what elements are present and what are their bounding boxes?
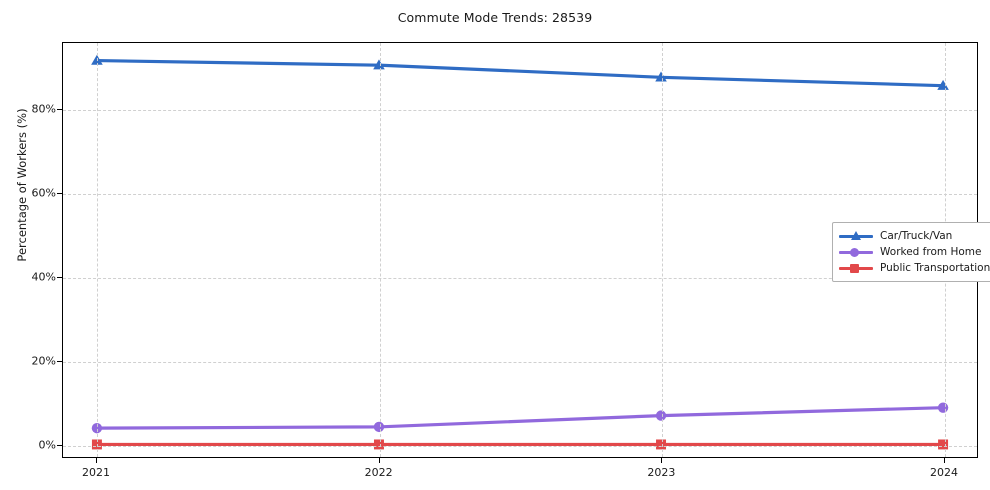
- y-axis-tick-label: 80%: [31, 102, 56, 116]
- x-axis-tick-mark: [378, 458, 380, 463]
- series-1: [91, 54, 949, 90]
- data-point-marker: [91, 439, 102, 450]
- x-axis-tick-label: 2021: [82, 466, 110, 479]
- gridline-horizontal: [63, 194, 977, 196]
- series-lines-layer: [91, 54, 949, 450]
- legend-item-1[interactable]: Car/Truck/Van: [839, 228, 990, 244]
- legend-label: Car/Truck/Van: [880, 230, 953, 242]
- y-axis-tick-label: 20%: [31, 354, 56, 368]
- data-point-marker: [655, 410, 667, 421]
- gridline-vertical: [97, 43, 98, 457]
- data-point-marker: [655, 71, 667, 82]
- y-axis-tick-mark: [57, 445, 62, 447]
- data-point-marker: [656, 439, 667, 450]
- gridline-horizontal: [63, 110, 977, 112]
- legend-item-2[interactable]: Worked from Home: [839, 244, 990, 260]
- data-point-marker: [91, 422, 103, 434]
- series-line: [95, 58, 945, 88]
- y-axis-tick-label: 0%: [38, 438, 56, 452]
- x-axis-tick-mark: [944, 458, 945, 463]
- legend-swatch-circle-icon: [839, 245, 873, 259]
- y-axis-tick-label: 40%: [31, 270, 56, 284]
- x-axis-tick-label: 2024: [930, 466, 958, 479]
- gridline-horizontal: [63, 446, 977, 448]
- data-point-marker: [937, 402, 949, 413]
- y-axis-tick-mark: [57, 361, 62, 363]
- y-axis-tick-label: 60%: [31, 186, 56, 200]
- data-point-marker: [938, 439, 949, 450]
- gridline-horizontal: [63, 362, 977, 364]
- legend-item-3[interactable]: Public Transportation: [839, 260, 990, 276]
- gridline-vertical: [662, 43, 664, 457]
- series-2: [91, 402, 949, 434]
- legend-swatch-square-icon: [839, 261, 873, 275]
- series-3: [91, 439, 949, 450]
- data-point-marker: [373, 59, 385, 70]
- data-point-marker: [373, 439, 384, 450]
- legend-label: Public Transportation: [880, 262, 990, 274]
- plot-area: [62, 42, 978, 458]
- y-axis-tick-marks: [56, 42, 62, 458]
- chart-title: Commute Mode Trends: 28539: [397, 10, 593, 25]
- y-axis-tick-mark: [57, 277, 62, 279]
- legend-swatch-triangle-icon: [839, 229, 873, 243]
- data-point-marker: [91, 54, 103, 65]
- gridline-horizontal: [63, 278, 977, 280]
- x-axis-tick-labels: 2021 2022 2023 2024: [62, 458, 978, 488]
- y-axis-tick-mark: [57, 193, 62, 195]
- gridline-vertical: [379, 43, 381, 457]
- x-axis-tick-mark: [96, 458, 97, 463]
- x-axis-tick-mark: [661, 458, 663, 463]
- legend-label: Worked from Home: [880, 246, 982, 258]
- x-axis-tick-label: 2023: [647, 466, 676, 479]
- x-axis-tick-label: 2022: [364, 466, 393, 479]
- y-axis-tick-mark: [57, 109, 62, 111]
- chart-legend[interactable]: Car/Truck/Van Worked from Home Public Tran…: [832, 222, 990, 282]
- data-point-marker: [373, 421, 385, 433]
- series-line: [95, 406, 945, 430]
- y-axis-tick-labels: 0% 20% 40% 60% 80%: [0, 42, 56, 458]
